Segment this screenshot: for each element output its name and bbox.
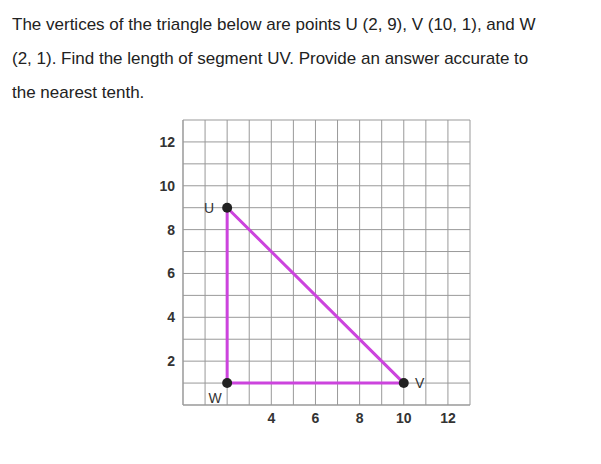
svg-text:2: 2 — [167, 353, 175, 369]
svg-text:12: 12 — [440, 410, 456, 426]
svg-text:6: 6 — [312, 410, 320, 426]
svg-text:6: 6 — [167, 265, 175, 281]
svg-text:U: U — [204, 200, 214, 216]
svg-text:8: 8 — [356, 410, 364, 426]
svg-text:10: 10 — [396, 410, 412, 426]
svg-text:12: 12 — [159, 134, 175, 150]
svg-text:4: 4 — [267, 410, 275, 426]
html-text:the nearest tenth.: the nearest tenth. — [12, 83, 145, 102]
svg-text:V: V — [415, 375, 425, 391]
html-text:The vertices of the triangle b: The vertices of the triangle below are p… — [12, 15, 536, 34]
svg-text:4: 4 — [167, 309, 175, 325]
html-text:(2, 1). Find the length of seg: (2, 1). Find the length of segment UV. P… — [12, 49, 529, 68]
svg-text:8: 8 — [167, 222, 175, 238]
svg-text:10: 10 — [159, 178, 175, 194]
svg-text:W: W — [209, 390, 223, 405]
